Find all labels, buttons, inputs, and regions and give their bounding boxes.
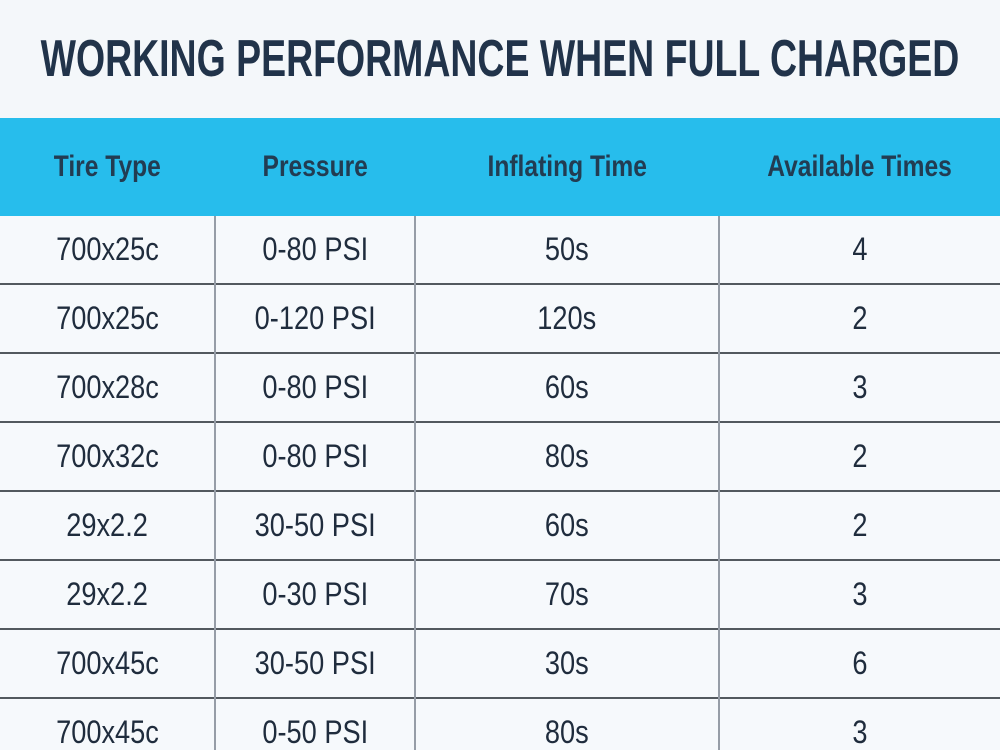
column-header: Pressure (215, 118, 415, 216)
cell-text: 29x2.2 (66, 576, 148, 612)
page-title-text: WORKING PERFORMANCE WHEN FULL CHARGED (40, 30, 960, 88)
table-cell: 70s (414, 559, 719, 629)
column-header: Available Times (719, 118, 1000, 216)
table-cell: 80s (414, 697, 719, 750)
cell-text: 0-120 PSI (254, 300, 376, 336)
cell-text: 700x45c (55, 714, 159, 750)
table-row: 700x25c 0-80 PSI 50s 4 (0, 216, 1000, 284)
table-cell: 700x32c (0, 421, 215, 491)
cell-text: 2 (852, 507, 868, 543)
cell-text: 0-30 PSI (262, 576, 368, 612)
table-cell: 0-50 PSI (214, 697, 415, 750)
table-header: Tire Type Pressure Inflating Time Available… (0, 118, 1000, 216)
performance-table: Tire Type Pressure Inflating Time Available… (0, 118, 1000, 750)
table-cell: 60s (414, 352, 719, 422)
table-header-row: Tire Type Pressure Inflating Time Available… (0, 118, 1000, 216)
cell-text: 3 (852, 714, 868, 750)
table-row: 29x2.2 30-50 PSI 60s 2 (0, 490, 1000, 560)
table-cell: 3 (718, 697, 1000, 750)
cell-text: 0-50 PSI (262, 714, 368, 750)
cell-text: 3 (852, 576, 868, 612)
cell-text: 30s (545, 645, 589, 681)
cell-text: 80s (545, 714, 589, 750)
table-cell: 2 (718, 283, 1000, 353)
table-cell: 0-120 PSI (214, 283, 415, 353)
column-header-text: Tire Type (53, 150, 162, 183)
table-cell: 700x25c (0, 216, 215, 284)
table-row: 700x45c 30-50 PSI 30s 6 (0, 628, 1000, 698)
cell-text: 3 (852, 369, 868, 405)
cell-text: 2 (852, 300, 868, 336)
table-row: 700x28c 0-80 PSI 60s 3 (0, 352, 1000, 422)
column-header: Inflating Time (415, 118, 719, 216)
cell-text: 700x45c (55, 645, 159, 681)
column-header-text: Available Times (767, 150, 952, 183)
table-row: 700x25c 0-120 PSI 120s 2 (0, 283, 1000, 353)
table-cell: 30s (414, 628, 719, 698)
table-cell: 700x25c (0, 283, 215, 353)
cell-text: 0-80 PSI (262, 369, 368, 405)
table-cell: 120s (414, 283, 719, 353)
table-row: 700x45c 0-50 PSI 80s 3 (0, 697, 1000, 750)
cell-text: 0-80 PSI (262, 231, 368, 267)
table-cell: 0-80 PSI (214, 216, 415, 284)
table-cell: 29x2.2 (0, 559, 215, 629)
table-cell: 50s (414, 216, 719, 284)
table-row: 29x2.2 0-30 PSI 70s 3 (0, 559, 1000, 629)
cell-text: 700x32c (55, 438, 159, 474)
cell-text: 6 (852, 645, 868, 681)
cell-text: 60s (545, 369, 589, 405)
table-row: 700x32c 0-80 PSI 80s 2 (0, 421, 1000, 491)
cell-text: 30-50 PSI (254, 507, 376, 543)
cell-text: 4 (852, 231, 868, 267)
table-cell: 3 (718, 559, 1000, 629)
table-cell: 0-30 PSI (214, 559, 415, 629)
table-cell: 700x45c (0, 628, 215, 698)
table-cell: 2 (718, 421, 1000, 491)
cell-text: 30-50 PSI (254, 645, 376, 681)
cell-text: 700x25c (55, 300, 159, 336)
table-cell: 6 (718, 628, 1000, 698)
column-header-text: Inflating Time (487, 150, 647, 183)
column-header: Tire Type (0, 118, 215, 216)
cell-text: 50s (545, 231, 589, 267)
page-title: WORKING PERFORMANCE WHEN FULL CHARGED (0, 33, 1000, 85)
table-cell: 3 (718, 352, 1000, 422)
cell-text: 700x25c (55, 231, 159, 267)
cell-text: 29x2.2 (66, 507, 148, 543)
cell-text: 60s (545, 507, 589, 543)
table-cell: 0-80 PSI (214, 421, 415, 491)
table-cell: 60s (414, 490, 719, 560)
table-cell: 0-80 PSI (214, 352, 415, 422)
table-cell: 30-50 PSI (214, 490, 415, 560)
title-band: WORKING PERFORMANCE WHEN FULL CHARGED (0, 0, 1000, 118)
table-cell: 80s (414, 421, 719, 491)
table-cell: 700x28c (0, 352, 215, 422)
table-cell: 4 (718, 216, 1000, 284)
table-cell: 29x2.2 (0, 490, 215, 560)
cell-text: 0-80 PSI (262, 438, 368, 474)
cell-text: 700x28c (55, 369, 159, 405)
cell-text: 70s (545, 576, 589, 612)
table-cell: 700x45c (0, 697, 215, 750)
cell-text: 80s (545, 438, 589, 474)
table-cell: 30-50 PSI (214, 628, 415, 698)
cell-text: 120s (537, 300, 597, 336)
table-cell: 2 (718, 490, 1000, 560)
column-header-text: Pressure (262, 150, 368, 183)
cell-text: 2 (852, 438, 868, 474)
table-body: 700x25c 0-80 PSI 50s 4 700x25c 0-120 PSI 120s 2… (0, 216, 1000, 750)
